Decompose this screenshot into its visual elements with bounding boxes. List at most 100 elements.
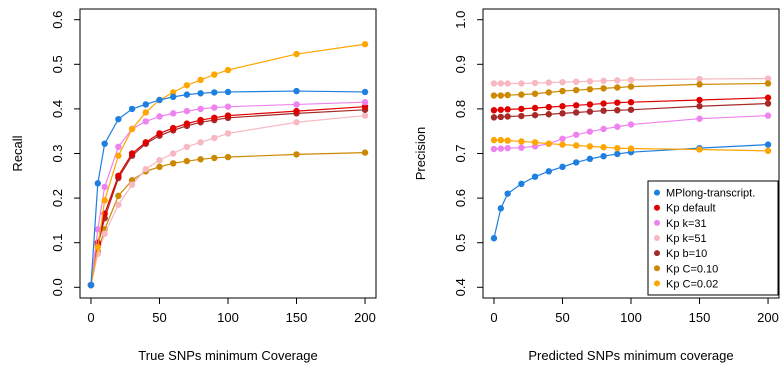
data-point (497, 80, 505, 87)
data-point (156, 96, 163, 104)
data-point (614, 107, 621, 114)
data-point (224, 66, 232, 74)
data-point (497, 92, 505, 99)
data-point (572, 109, 580, 116)
data-point (169, 150, 177, 157)
x-tick-label: 150 (286, 310, 308, 325)
data-point (627, 121, 635, 128)
series-kp-c-0-10 (87, 149, 369, 289)
data-point (572, 86, 580, 94)
data-point (614, 144, 621, 152)
y-axis-label: Precision (413, 127, 428, 180)
data-point (183, 157, 191, 165)
data-point (614, 150, 621, 158)
data-point (504, 113, 511, 120)
data-point (545, 140, 552, 147)
y-tick-label: 0.4 (453, 278, 468, 296)
data-point (94, 243, 102, 251)
data-point (211, 89, 218, 96)
series-kp-c-0-02 (490, 136, 772, 155)
x-tick-label: 50 (152, 310, 166, 325)
data-point (764, 80, 772, 87)
x-axis-label: Predicted SNPs minimum coverage (528, 348, 733, 363)
y-tick-label: 0.5 (50, 55, 65, 73)
legend-label: Kp b=10 (666, 248, 707, 260)
data-point (504, 106, 511, 113)
data-point (559, 110, 566, 117)
series-line (90, 43, 366, 286)
data-point (559, 103, 566, 110)
y-axis-label: Recall (10, 135, 25, 171)
data-point (764, 100, 772, 107)
y-tick-label: 0.6 (453, 189, 468, 207)
data-point (183, 91, 191, 98)
data-point (361, 149, 369, 156)
data-point (197, 116, 204, 124)
data-point (504, 80, 511, 87)
data-point (518, 138, 525, 145)
data-point (490, 235, 498, 242)
data-point (293, 101, 300, 108)
legend-item: Kp C=0.10 (654, 263, 718, 275)
data-point (586, 101, 594, 108)
data-point (224, 153, 232, 161)
data-point (764, 112, 772, 119)
x-tick-label: 0 (490, 310, 497, 325)
data-point (361, 112, 369, 119)
data-point (156, 163, 163, 171)
data-point (211, 154, 218, 162)
data-point (169, 93, 177, 101)
data-point (490, 107, 498, 114)
data-point (504, 137, 511, 144)
data-point (696, 115, 703, 122)
x-tick-label: 100 (620, 310, 642, 325)
data-point (559, 135, 566, 142)
legend: MPlong-transcript. Kp default Kp k=31 Kp k=… (647, 180, 779, 296)
data-point (531, 104, 539, 112)
data-point (361, 103, 369, 110)
y-tick-label: 0.9 (453, 55, 468, 73)
data-point (696, 146, 703, 153)
data-point (696, 96, 703, 104)
legend-label: MPlong-transcript. (666, 188, 755, 200)
data-point (545, 168, 552, 175)
x-tick-label: 0 (87, 310, 94, 325)
data-point (183, 107, 191, 115)
data-point (293, 151, 300, 158)
data-point (224, 130, 232, 137)
data-point (293, 107, 300, 115)
data-point (614, 77, 621, 84)
data-point (293, 119, 300, 126)
data-point (142, 165, 149, 173)
series-mplong-transcript (87, 87, 369, 289)
data-point (128, 105, 136, 113)
legend-marker (654, 250, 660, 257)
data-point (518, 91, 525, 98)
data-point (94, 180, 102, 187)
y-tick-label: 0.6 (50, 11, 65, 29)
data-point (696, 103, 703, 110)
data-point (600, 125, 607, 133)
data-point (128, 125, 136, 133)
data-point (518, 105, 525, 113)
data-point (101, 140, 108, 147)
data-point (224, 112, 232, 119)
data-point (490, 80, 498, 87)
data-point (696, 75, 703, 83)
data-point (504, 91, 511, 99)
data-point (600, 144, 607, 151)
data-point (293, 50, 300, 58)
data-point (504, 144, 511, 152)
x-tick-label: 50 (555, 310, 569, 325)
x-axis-label: True SNPs minimum Coverage (138, 348, 317, 363)
data-point (559, 141, 566, 148)
data-point (293, 87, 300, 95)
legend-label: Kp default (666, 203, 716, 215)
data-point (197, 139, 204, 146)
data-point (169, 110, 177, 117)
series-line (90, 152, 366, 286)
data-point (531, 79, 539, 87)
data-point (545, 89, 552, 96)
data-point (115, 192, 122, 200)
legend-item: Kp default (654, 203, 716, 215)
